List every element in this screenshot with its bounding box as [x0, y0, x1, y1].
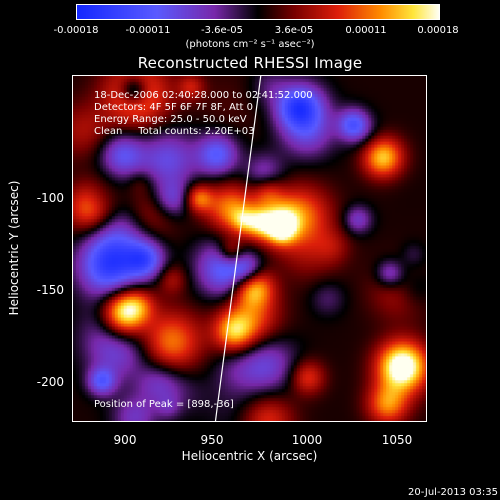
- colorbar-units: (photons cm⁻² s⁻¹ asec⁻²): [185, 39, 315, 50]
- y-tick-label: -100: [36, 191, 64, 205]
- x-axis-label: Heliocentric X (arcsec): [181, 449, 318, 463]
- x-tick-label: 1000: [291, 433, 323, 447]
- image-title: Reconstructed RHESSI Image: [137, 54, 363, 72]
- peak-position: Position of Peak = [898,-36]: [94, 399, 234, 410]
- colorbar-tick: 0.00011: [345, 25, 387, 36]
- colorbar-tick: 0.00018: [417, 25, 459, 36]
- detectors-info: Detectors: 4F 5F 6F 7F 8F, Att 0: [94, 102, 254, 113]
- colorbar: [76, 4, 440, 20]
- x-tick-label: 900: [113, 433, 137, 447]
- footer-timestamp: 20-Jul-2013 03:35: [407, 487, 498, 498]
- x-tick-label: 950: [200, 433, 224, 447]
- y-tick-label: -150: [36, 283, 64, 297]
- colorbar-tick: -0.00018: [53, 25, 99, 36]
- colorbar-tick: 3.6e-05: [274, 25, 314, 36]
- y-tick-label: -200: [36, 375, 64, 389]
- observation-time: 18-Dec-2006 02:40:28.000 to 02:41:52.000: [94, 90, 313, 101]
- image-plot-area: 18-Dec-2006 02:40:28.000 to 02:41:52.000…: [72, 75, 427, 422]
- total-counts: Clean Total counts: 2.20E+03: [94, 126, 255, 137]
- energy-range: Energy Range: 25.0 - 50.0 keV: [94, 114, 247, 125]
- x-tick-label: 1050: [381, 433, 413, 447]
- y-axis-label: Heliocentric Y (arcsec): [7, 180, 21, 316]
- solar-limb-line: [214, 76, 262, 421]
- colorbar-tick: -0.00011: [125, 25, 171, 36]
- rhessi-image-map: [73, 76, 426, 421]
- colorbar-tick: -3.6e-05: [201, 25, 243, 36]
